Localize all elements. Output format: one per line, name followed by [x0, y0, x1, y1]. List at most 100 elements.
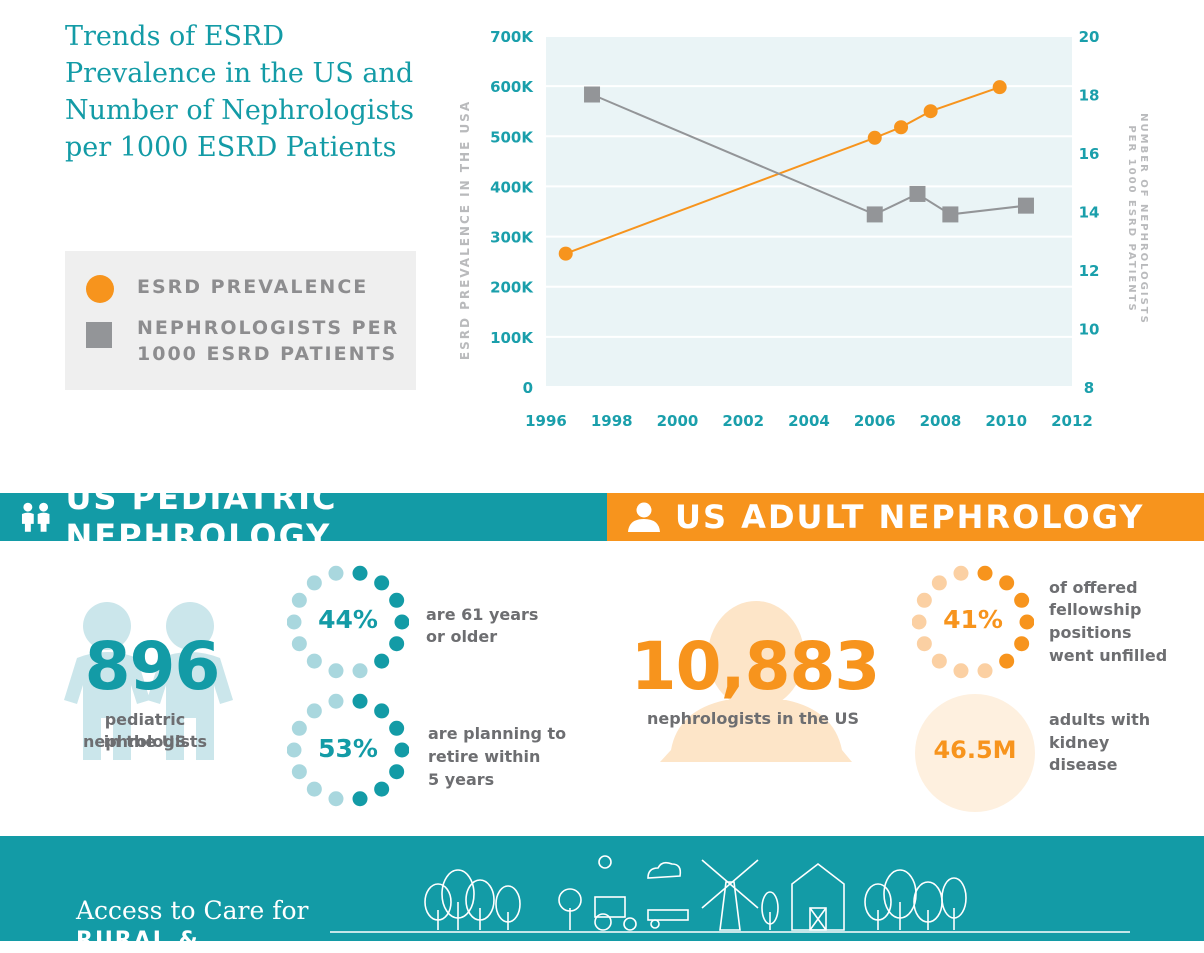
- adult-count: 10,883: [630, 628, 881, 705]
- ring-dot-filled: [374, 781, 390, 797]
- y-tick-label: 0: [523, 379, 533, 397]
- esrd-point: [923, 104, 938, 119]
- ring-dot-filled: [1019, 614, 1034, 630]
- pediatric-age-text-2: or older: [426, 627, 498, 646]
- children-icon: [21, 502, 50, 532]
- x-tick-label: 2012: [1051, 412, 1093, 430]
- adult-unfilled-text-1: of offered: [1049, 578, 1138, 597]
- nephrologist-point: [1017, 197, 1034, 214]
- y2-tick-label: 10: [1079, 321, 1100, 339]
- y2-tick-label: 14: [1079, 204, 1100, 222]
- y2-tick-label: 18: [1079, 87, 1100, 105]
- ring-dot-empty: [287, 614, 302, 630]
- nephrologist-point: [942, 206, 959, 223]
- ring-dot-empty: [916, 592, 932, 608]
- pediatric-header: US PEDIATRIC NEPHROLOGY: [0, 479, 607, 555]
- ring-dot-empty: [352, 663, 368, 679]
- adult-caption: nephrologists in the US: [646, 709, 860, 728]
- legend-label-esrd: ESRD PREVALENCE: [137, 276, 369, 298]
- x-tick-label: 2000: [657, 412, 699, 430]
- y2-axis-label-line1: NUMBER OF NEPHROLOGISTS: [1138, 113, 1149, 325]
- pediatric-retire-text-2: retire within: [428, 747, 541, 766]
- ring-dot-empty: [953, 565, 969, 581]
- access-banner: [0, 836, 1204, 941]
- ring-dot-filled: [1014, 592, 1030, 608]
- pediatric-age-dot-ring: [287, 565, 409, 679]
- ring-dot-empty: [306, 781, 322, 797]
- y2-axis-label-line2: PER 1000 ESRD PATIENTS: [1126, 125, 1137, 312]
- ring-dot-empty: [291, 636, 307, 652]
- ring-dot-empty: [306, 703, 322, 719]
- adult-header: US ADULT NEPHROLOGY: [607, 493, 1204, 541]
- ring-dot-filled: [1014, 636, 1030, 652]
- x-tick-label: 2004: [788, 412, 830, 430]
- ring-dot-filled: [389, 720, 405, 736]
- adult-kidney-text-3: disease: [1049, 755, 1118, 774]
- y-tick-label: 300K: [490, 229, 534, 247]
- ring-dot-filled: [389, 636, 405, 652]
- rural-landscape-illustration: [330, 855, 1130, 933]
- ring-dot-empty: [328, 565, 344, 581]
- adult-header-label: US ADULT NEPHROLOGY: [675, 498, 1145, 536]
- ring-dot-empty: [977, 663, 993, 679]
- ring-dot-filled: [999, 575, 1015, 591]
- y-tick-label: 600K: [490, 78, 534, 96]
- y-tick-label: 400K: [490, 178, 534, 196]
- ring-dot-filled: [374, 703, 390, 719]
- nephrologist-point: [584, 86, 601, 103]
- ring-dot-empty: [912, 614, 927, 630]
- person-icon: [628, 502, 660, 532]
- x-tick-label: 2002: [722, 412, 764, 430]
- ring-dot-empty: [287, 742, 302, 758]
- pediatric-age-percent: 44%: [318, 605, 378, 634]
- esrd-point: [992, 80, 1007, 95]
- pediatric-caption-2: in the US: [103, 732, 187, 751]
- adult-unfilled-text-4: went unfilled: [1049, 646, 1168, 665]
- y-tick-label: 200K: [490, 279, 534, 297]
- children-silhouette-icon: [64, 602, 233, 760]
- pediatric-header-label: US PEDIATRIC NEPHROLOGY: [65, 479, 338, 555]
- ring-dot-filled: [977, 565, 993, 581]
- page-title: Trends of ESRD Prevalence in the US and …: [65, 21, 415, 163]
- access-title: Access to Care for: [76, 896, 309, 925]
- ring-dot-filled: [389, 764, 405, 780]
- adult-kidney-text-1: adults with: [1049, 710, 1151, 729]
- legend-label-neph-1: NEPHROLOGISTS PER: [137, 317, 400, 339]
- pediatric-retire-text-1: are planning to: [428, 724, 567, 743]
- y2-tick-label: 12: [1079, 262, 1100, 280]
- ring-dot-filled: [352, 791, 368, 807]
- adult-kidney-text-2: kidney: [1049, 733, 1110, 752]
- adult-unfilled-percent: 41%: [943, 605, 1003, 634]
- ring-dot-empty: [328, 791, 344, 807]
- esrd-point: [867, 130, 882, 145]
- plot-background: [546, 36, 1072, 387]
- esrd-point: [894, 120, 909, 135]
- ring-dot-empty: [306, 575, 322, 591]
- y-tick-label: 500K: [490, 128, 534, 146]
- x-tick-label: 1998: [591, 412, 633, 430]
- adult-unfilled-text-2: fellowship: [1049, 600, 1142, 619]
- ring-dot-empty: [931, 575, 947, 591]
- x-tick-label: 2008: [920, 412, 962, 430]
- pediatric-retire-dot-ring: [287, 693, 409, 807]
- x-tick-label: 2006: [854, 412, 896, 430]
- pediatric-caption-1: pediatric nephrologists: [82, 710, 208, 751]
- pediatric-age-text-1: are 61 years: [426, 605, 539, 624]
- ring-dot-filled: [352, 565, 368, 581]
- legend-circle-marker: [86, 275, 114, 303]
- ring-dot-filled: [389, 592, 405, 608]
- ring-dot-empty: [931, 653, 947, 669]
- adult-unfilled-text-3: positions: [1049, 623, 1132, 642]
- x-tick-label: 1996: [525, 412, 567, 430]
- nephrologist-point: [909, 185, 926, 202]
- ring-dot-filled: [374, 653, 390, 669]
- y2-tick-label: 8: [1084, 379, 1094, 397]
- x-tick-label: 2010: [985, 412, 1027, 430]
- legend-label-neph-2: 1000 ESRD PATIENTS: [137, 343, 398, 365]
- nephrologist-point: [866, 206, 883, 223]
- ring-dot-empty: [916, 636, 932, 652]
- ring-dot-empty: [291, 764, 307, 780]
- ring-dot-empty: [306, 653, 322, 669]
- ring-dot-empty: [953, 663, 969, 679]
- adult-kidney-value: 46.5M: [933, 736, 1017, 764]
